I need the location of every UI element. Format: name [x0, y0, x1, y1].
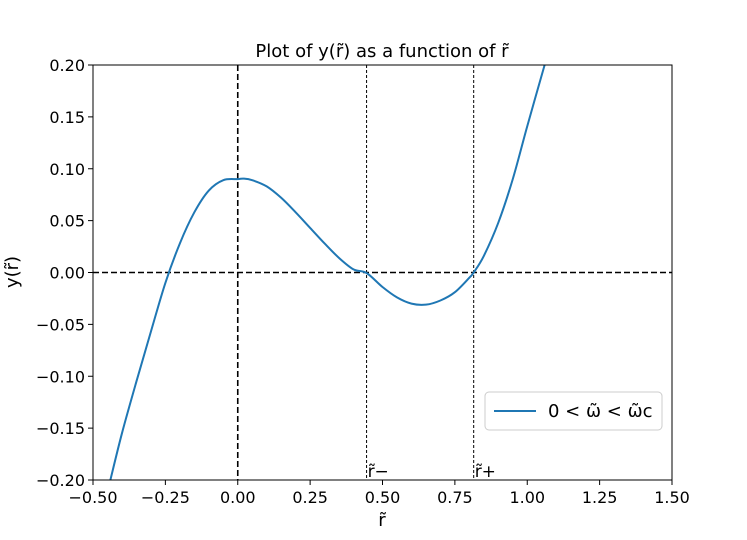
x-tick-label: 1.25 [582, 488, 618, 507]
annotation-1: r̃+ [475, 462, 496, 482]
legend-box [484, 391, 663, 431]
y-tick-label: −0.15 [36, 419, 85, 438]
annotations: r̃− r̃+ [368, 462, 496, 482]
legend: 0 < ω̃ < ω̃c [484, 391, 663, 431]
y-tick-label: −0.10 [36, 367, 85, 386]
y-tick-label: 0.20 [49, 56, 85, 75]
x-axis: −0.50 −0.25 0.00 0.25 0.50 0.75 1.00 1.25 1.50 [68, 480, 690, 507]
x-tick-label: 0.75 [437, 488, 473, 507]
y-axis: −0.20 −0.15 −0.10 −0.05 0.00 0.05 0.10 0.15 0.20 [36, 56, 93, 490]
series-layer [109, 64, 546, 481]
x-tick-label: 1.50 [654, 488, 690, 507]
y-axis-label: y(r̃) [2, 256, 23, 288]
x-tick-label: 0.50 [365, 488, 401, 507]
y-tick-label: −0.20 [36, 471, 85, 490]
x-tick-label: −0.50 [68, 488, 117, 507]
y-tick-label: 0.10 [49, 160, 85, 179]
legend-label: 0 < ω̃ < ω̃c [548, 401, 653, 422]
annotation-0: r̃− [368, 462, 389, 482]
x-axis-label: r̃ [378, 510, 386, 531]
x-tick-label: 0.25 [292, 488, 328, 507]
series-line-0 [109, 64, 546, 481]
x-tick-label: 0.00 [220, 488, 256, 507]
y-tick-label: −0.05 [36, 315, 85, 334]
y-tick-label: 0.15 [49, 108, 85, 127]
chart-title: Plot of y(r̃) as a function of r̃ [255, 41, 509, 62]
x-tick-label: −0.25 [141, 488, 190, 507]
y-tick-label: 0.00 [49, 264, 85, 283]
x-tick-label: 1.00 [509, 488, 545, 507]
y-tick-label: 0.05 [49, 212, 85, 231]
